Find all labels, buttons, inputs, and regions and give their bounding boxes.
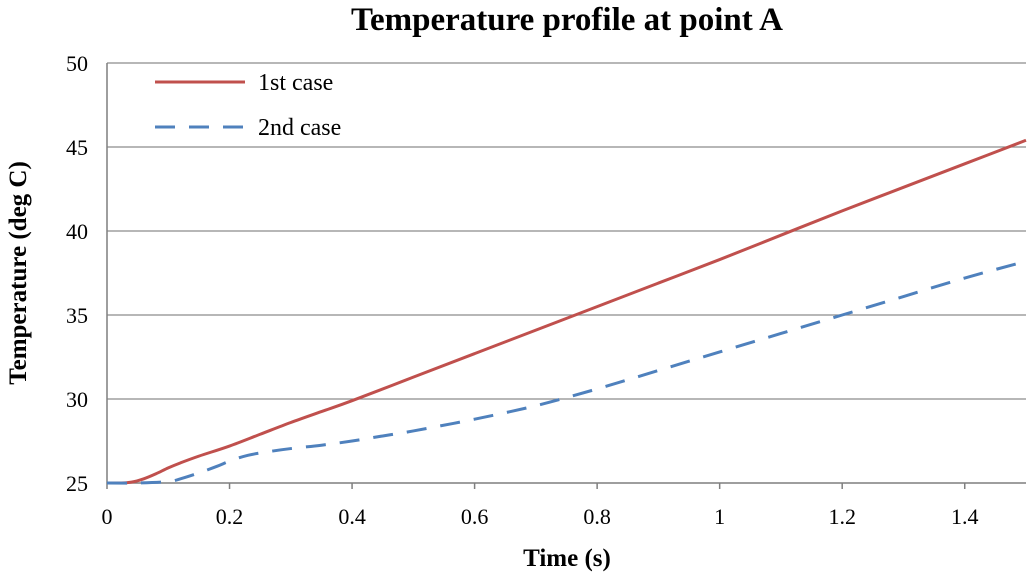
series-line-1st-case: [106, 138, 1027, 485]
x-tick-label: 0.4: [338, 504, 366, 529]
x-tick-label: 1.2: [828, 504, 856, 529]
y-tick-label: 35: [66, 303, 88, 328]
series-layer: [106, 138, 1027, 485]
legend-label-2nd-case: 2nd case: [258, 115, 341, 141]
x-tick-label: 1: [714, 504, 725, 529]
legend-label-1st-case: 1st case: [258, 70, 333, 96]
chart-title: Temperature profile at point A: [351, 2, 783, 38]
y-tick-label: 40: [66, 219, 88, 244]
y-tick-label: 45: [66, 135, 88, 160]
legend: 1st case 2nd case: [155, 70, 341, 141]
x-tick-label: 0.2: [216, 504, 244, 529]
grid-layer: [107, 62, 1026, 400]
x-tick-label: 0: [102, 504, 113, 529]
x-axis-label: Time (s): [523, 545, 611, 572]
y-tick-label: 50: [66, 51, 88, 76]
x-tick-label: 1.4: [951, 504, 979, 529]
y-tick-label: 25: [66, 471, 88, 496]
series-line-2nd-case: [106, 259, 1027, 485]
axis-layer: 25 30 35 40 45 50 0 0.2 0.4 0.6 0.8 1 1.2 1.4: [66, 51, 1026, 529]
y-tick-label: 30: [66, 387, 88, 412]
x-tick-label: 0.6: [461, 504, 489, 529]
x-tick-label: 0.8: [583, 504, 611, 529]
y-axis-label: Temperature (deg C): [5, 161, 32, 385]
